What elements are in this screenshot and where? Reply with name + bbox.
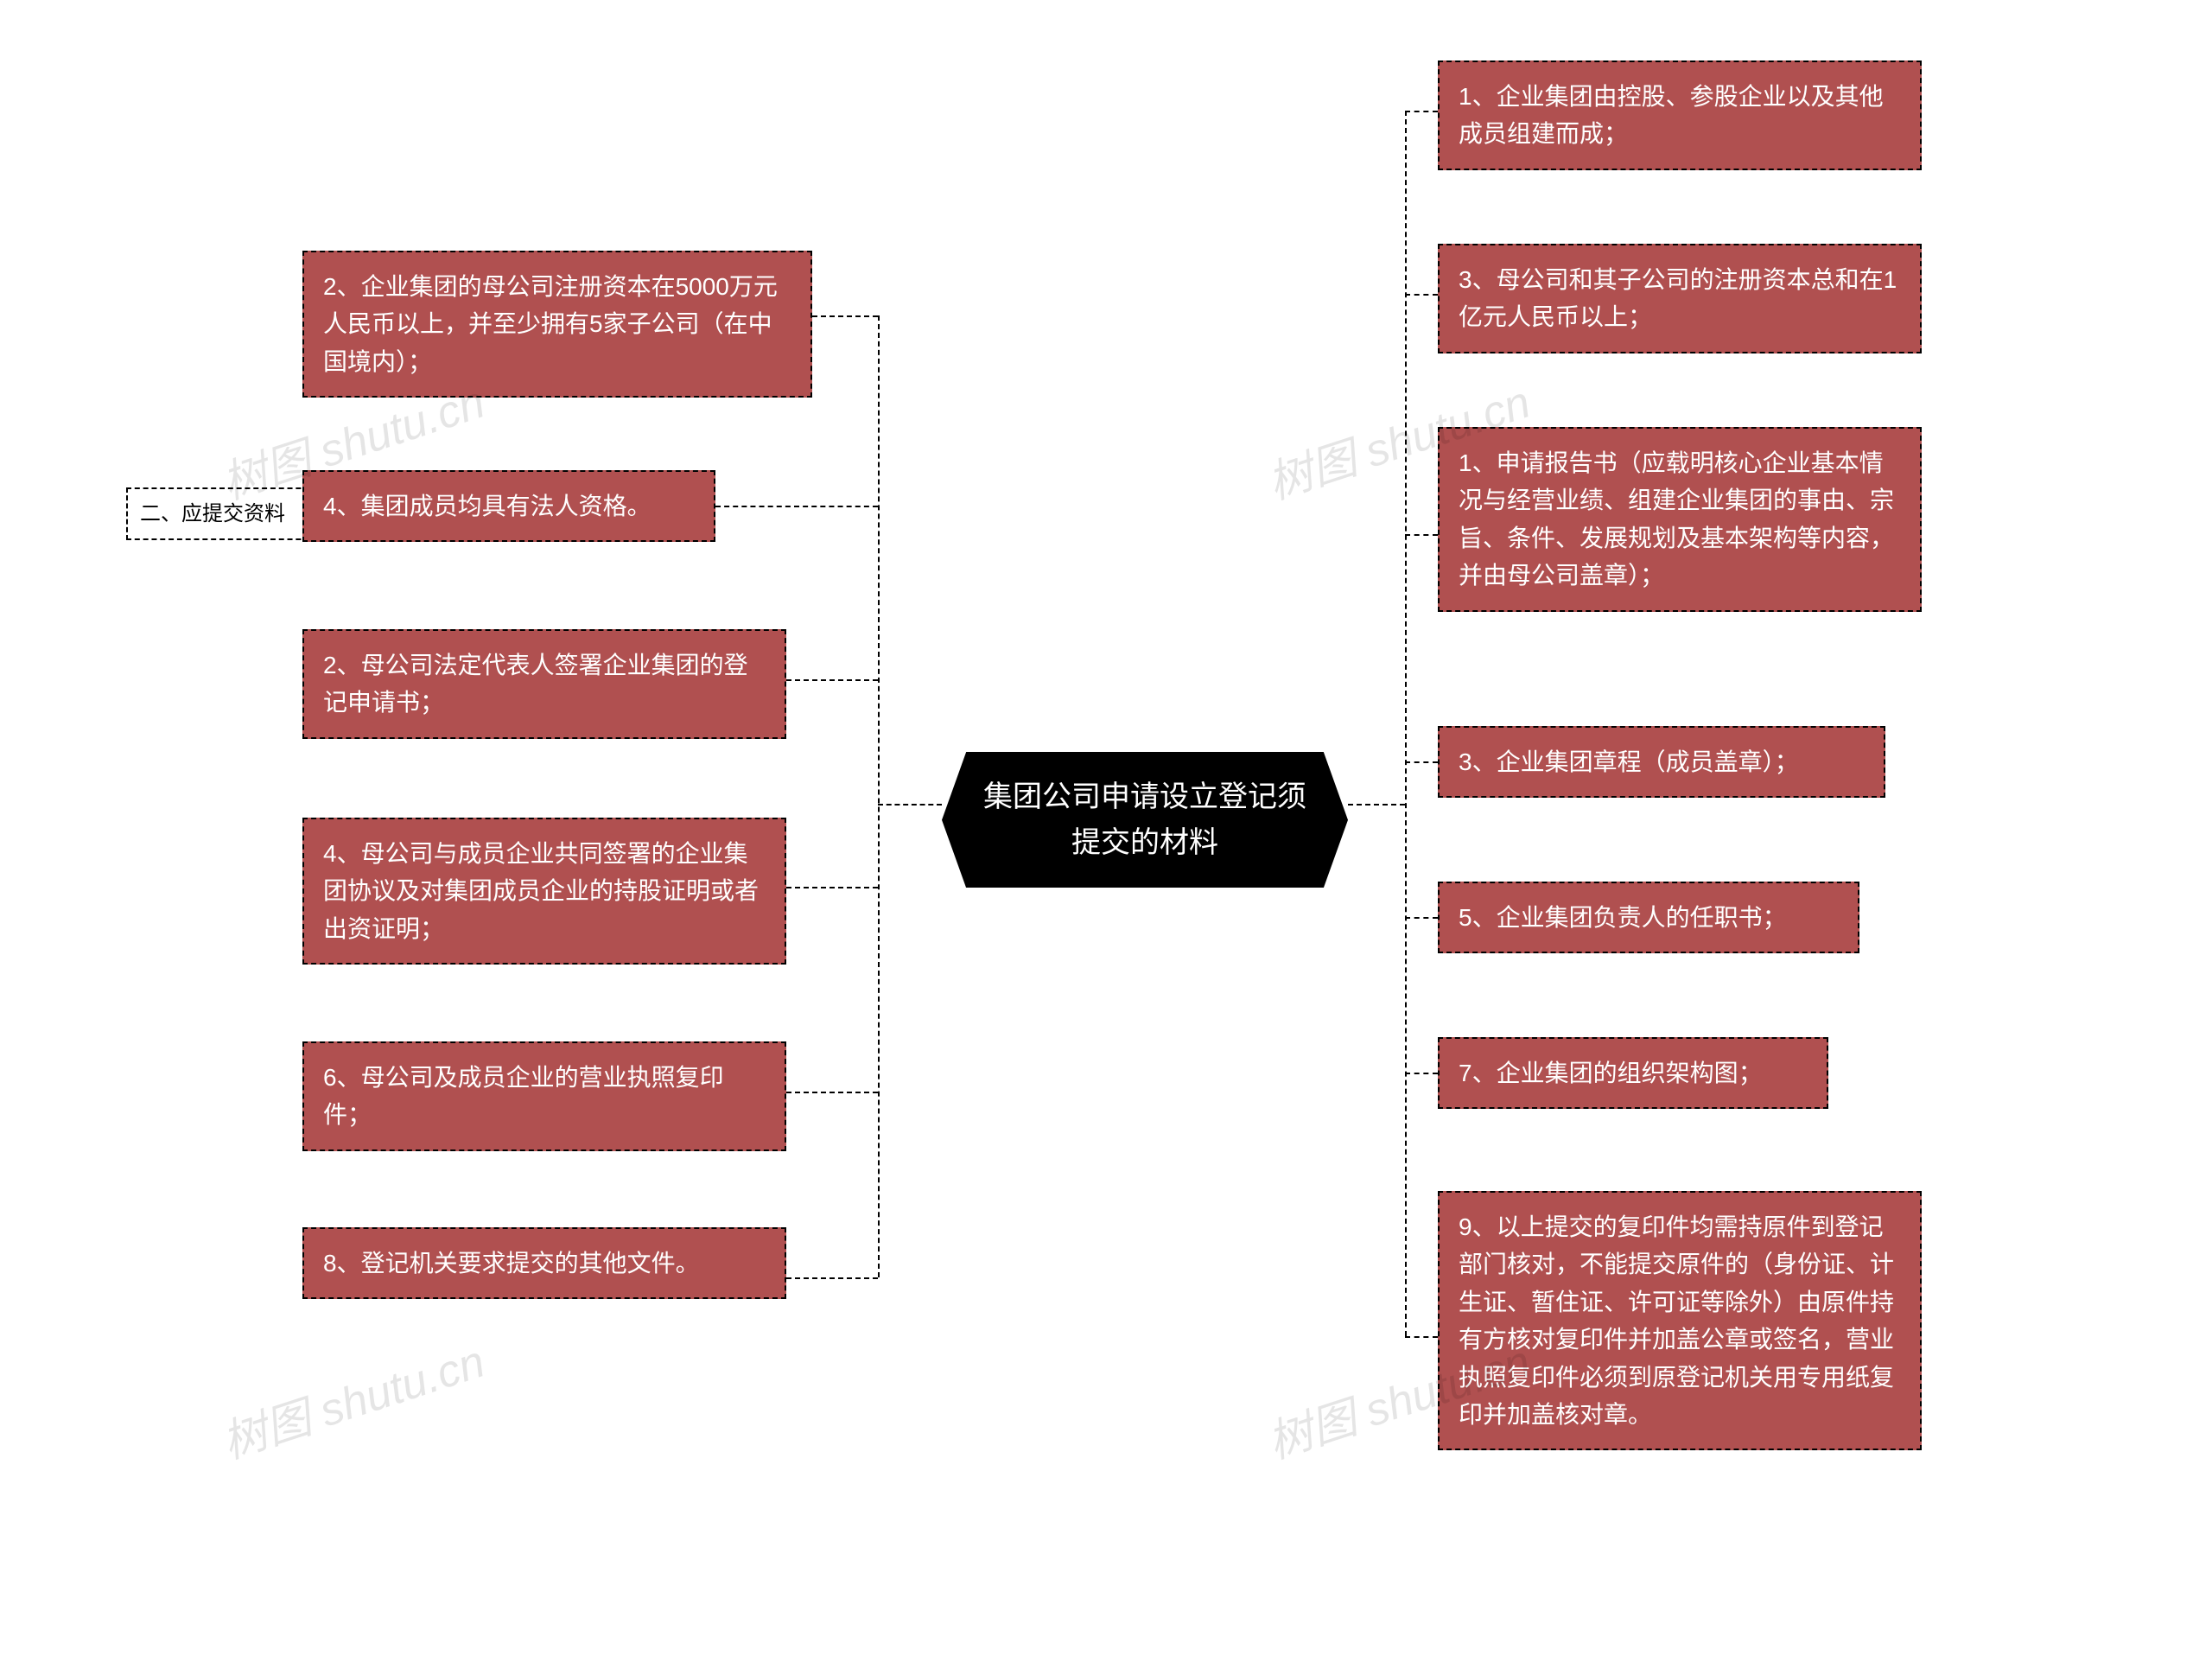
conn-right-stub-4: [1405, 761, 1438, 763]
conn-left-stub-4: [786, 887, 878, 888]
left-node-2: 4、集团成员均具有法人资格。: [302, 470, 715, 542]
right-node-5: 5、企业集团负责人的任职书；: [1438, 882, 1859, 953]
conn-right-stub-5: [1405, 917, 1438, 919]
conn-left-stub-5: [786, 1092, 878, 1093]
right-node-3: 1、申请报告书（应载明核心企业基本情况与经营业绩、组建企业集团的事由、宗旨、条件…: [1438, 427, 1922, 612]
conn-left-stub-3: [786, 679, 878, 681]
left-node-3: 2、母公司法定代表人签署企业集团的登记申请书；: [302, 629, 786, 739]
left-node-6: 8、登记机关要求提交的其他文件。: [302, 1227, 786, 1299]
right-node-6: 7、企业集团的组织架构图；: [1438, 1037, 1828, 1109]
conn-center-left: [878, 804, 942, 806]
left-node-4: 4、母公司与成员企业共同签署的企业集团协议及对集团成员企业的持股证明或者出资证明…: [302, 818, 786, 965]
conn-center-right: [1348, 804, 1405, 806]
conn-left-stub-1: [812, 315, 878, 317]
right-node-7: 9、以上提交的复印件均需持原件到登记部门核对，不能提交原件的（身份证、计生证、暂…: [1438, 1191, 1922, 1450]
conn-right-stub-7: [1405, 1336, 1438, 1338]
center-node: 集团公司申请设立登记须提交的材料: [942, 752, 1348, 888]
conn-left-trunk: [878, 315, 880, 1277]
conn-right-stub-6: [1405, 1073, 1438, 1074]
right-node-1: 1、企业集团由控股、参股企业以及其他成员组建而成；: [1438, 60, 1922, 170]
right-node-4: 3、企业集团章程（成员盖章）；: [1438, 726, 1885, 798]
left-node-5: 6、母公司及成员企业的营业执照复印件；: [302, 1041, 786, 1151]
right-node-2: 3、母公司和其子公司的注册资本总和在1亿元人民币以上；: [1438, 244, 1922, 353]
conn-left-stub-2: [715, 506, 878, 507]
conn-right-stub-1: [1405, 111, 1438, 112]
watermark-3: 树图 shutu.cn: [213, 1325, 492, 1471]
left-node-1: 2、企业集团的母公司注册资本在5000万元人民币以上，并至少拥有5家子公司（在中…: [302, 251, 812, 398]
conn-right-stub-3: [1405, 534, 1438, 536]
conn-left-stub-6: [786, 1277, 878, 1279]
conn-right-stub-2: [1405, 294, 1438, 296]
left-sub-node: 二、应提交资料: [126, 487, 318, 540]
